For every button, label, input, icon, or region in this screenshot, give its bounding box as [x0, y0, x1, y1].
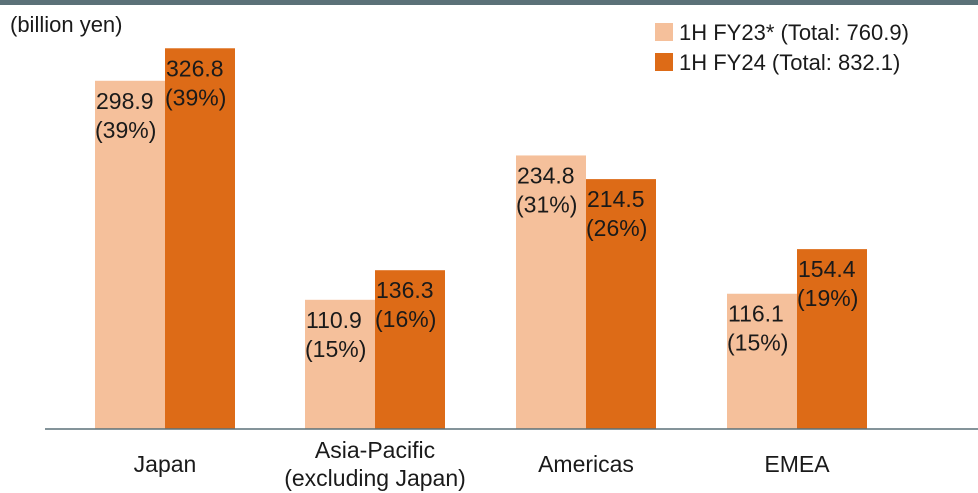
bar-2-3: [586, 179, 656, 429]
top-accent-bar: [0, 0, 978, 5]
category-label: EMEA: [764, 451, 830, 477]
category-labels: Japan Asia-Pacific(excluding Japan) Americ…: [134, 437, 831, 491]
unit-label: (billion yen): [10, 12, 123, 37]
bar-1-2: [305, 299, 375, 429]
value-label: 326.8: [166, 55, 224, 81]
bar-1-1: [95, 80, 165, 430]
legend: 1H FY23* (Total: 760.9) 1H FY24 (Total: 8…: [655, 20, 909, 75]
value-label: 154.4: [798, 256, 856, 282]
share-label: (16%): [375, 306, 436, 332]
share-label: (15%): [305, 336, 366, 362]
category-label: (excluding Japan): [284, 465, 466, 491]
value-labels: 298.9 (39%) 110.9 (15%) 234.8 (31%) 116.1 (15%)…: [95, 55, 858, 362]
value-label: 136.3: [376, 277, 434, 303]
value-label: 110.9: [306, 307, 362, 333]
legend-swatch: [655, 23, 673, 41]
bars: [95, 48, 867, 430]
legend-label: 1H FY24 (Total: 832.1): [679, 50, 900, 75]
legend-swatch: [655, 53, 673, 71]
value-label: 214.5: [587, 186, 645, 212]
bar-1-4: [727, 293, 797, 429]
category-label: Americas: [538, 451, 634, 477]
category-label: Japan: [134, 451, 197, 477]
share-label: (39%): [95, 117, 156, 143]
share-label: (15%): [727, 330, 788, 356]
bar-2-1: [165, 48, 235, 429]
share-label: (19%): [797, 285, 858, 311]
value-label: 234.8: [517, 162, 575, 188]
bar-1-3: [516, 155, 586, 429]
share-label: (31%): [516, 191, 577, 217]
bar-2-4: [797, 249, 867, 429]
category-label: Asia-Pacific: [315, 437, 435, 463]
legend-label: 1H FY23* (Total: 760.9): [679, 20, 909, 45]
share-label: (39%): [165, 84, 226, 110]
bar-2-2: [375, 270, 445, 429]
value-label: 116.1: [728, 301, 784, 327]
share-label: (26%): [586, 215, 647, 241]
value-label: 298.9: [96, 88, 154, 114]
